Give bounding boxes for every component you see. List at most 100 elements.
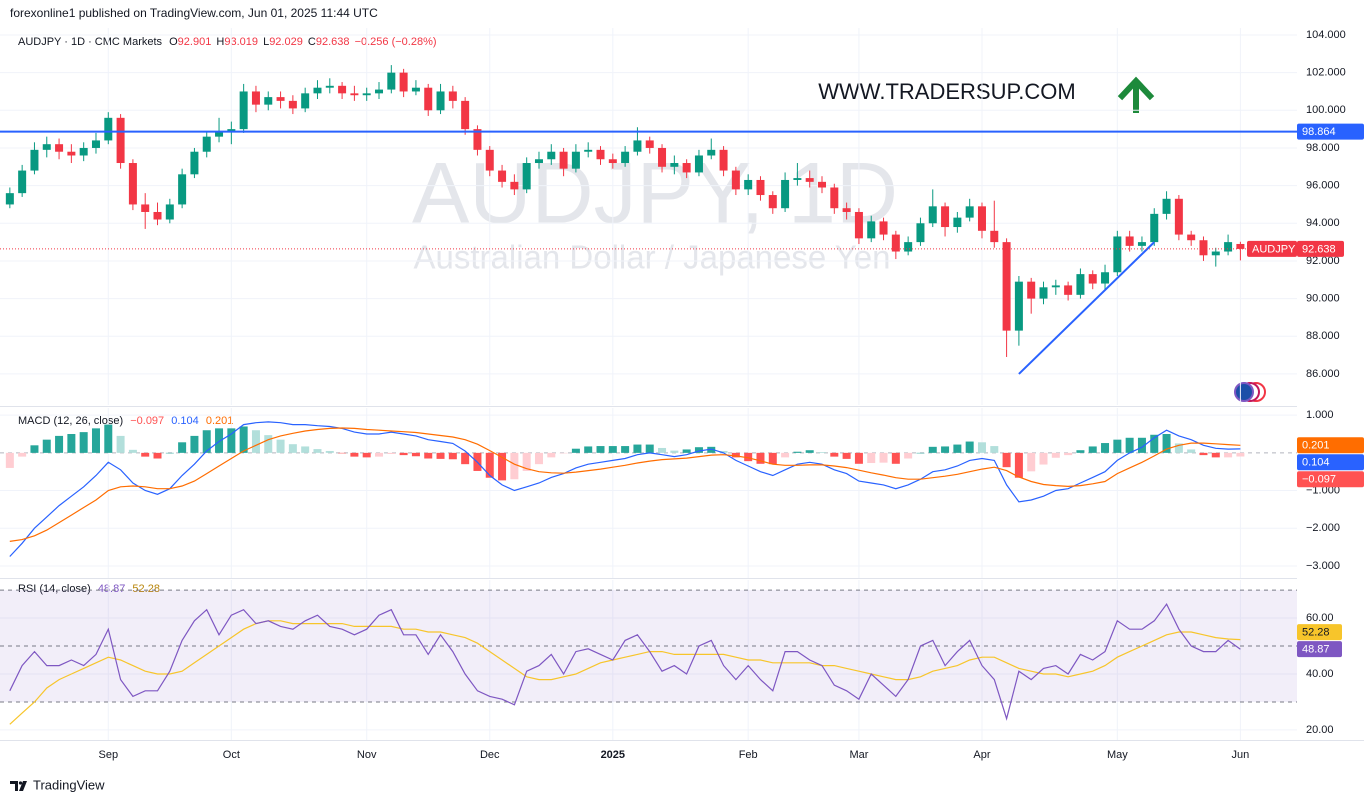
logo [10, 781, 27, 791]
histogram-bar [424, 452, 433, 459]
histogram-bar [682, 449, 691, 453]
axis-label: 48.87 [1302, 644, 1330, 656]
axis-label: 52.28 [1302, 627, 1330, 639]
candle-body [387, 72, 396, 90]
candle-body [1014, 281, 1023, 331]
histogram-bar [941, 446, 950, 453]
open-value: 92.901 [178, 36, 212, 48]
histogram-bar [375, 452, 384, 457]
histogram-bar [165, 452, 174, 454]
candle-body [338, 85, 347, 94]
candle-body [165, 204, 174, 220]
signal-line [9, 427, 1241, 542]
candle-body [891, 234, 900, 252]
histogram-bar [1014, 452, 1023, 478]
x-tick-label: Apr [973, 749, 990, 761]
histogram-bar [1113, 439, 1122, 453]
histogram-bar [1088, 446, 1097, 453]
x-tick-label: Jun [1232, 749, 1250, 761]
candle-body [1162, 198, 1171, 214]
histogram-bar [904, 452, 913, 459]
candle-body [559, 151, 568, 169]
candle-body [1002, 242, 1011, 331]
histogram-bar [608, 446, 617, 453]
rsi-legend: RSI (14, close) 48.87 52.28 [18, 583, 160, 595]
ohlc-letter: O [169, 36, 178, 48]
y-tick-label: 100.000 [1306, 104, 1346, 116]
y-tick-label: 104.000 [1306, 29, 1346, 41]
y-tick-label: 98.000 [1306, 142, 1340, 154]
histogram-bar [990, 446, 999, 453]
candle-body [55, 144, 64, 152]
logo [18, 781, 23, 785]
histogram-bar [104, 424, 113, 453]
histogram-bar [485, 452, 494, 478]
change-percent: (−0.28%) [392, 36, 437, 48]
candle-body [744, 179, 753, 190]
candle-body [793, 178, 802, 180]
histogram-bar [793, 451, 802, 453]
histogram-bar [658, 447, 667, 453]
y-tick-label: 86.000 [1306, 368, 1340, 380]
macd-title: MACD (12, 26, close) [18, 415, 123, 427]
histogram-bar [842, 452, 851, 459]
candle-body [1199, 240, 1208, 256]
histogram-bar [916, 452, 925, 454]
candle-body [1125, 236, 1134, 246]
histogram-bar [719, 450, 728, 453]
histogram-bar [1125, 437, 1134, 453]
histogram-bar [42, 439, 51, 453]
signal-last: 0.201 [206, 415, 234, 427]
candle-body [854, 211, 863, 239]
trendline [1018, 241, 1155, 375]
histogram-bar [854, 452, 863, 464]
histogram-bar [768, 452, 777, 465]
y-tick-label: 96.000 [1306, 180, 1340, 192]
histogram-bar [128, 449, 137, 453]
rsi-last: 48.87 [98, 583, 126, 595]
candle-body [18, 170, 27, 194]
candle-body [350, 93, 359, 96]
histogram-bar [818, 452, 827, 453]
histogram-bar [350, 452, 359, 457]
candle-body [842, 208, 851, 212]
histogram-bar [965, 441, 974, 453]
candle-body [1064, 285, 1073, 295]
ohlc-letter: H [216, 36, 224, 48]
x-tick-label: Feb [739, 749, 758, 761]
candle-body [707, 149, 716, 156]
candle-body [301, 93, 310, 109]
axis-label: 0.104 [1302, 457, 1330, 469]
candle-body [781, 179, 790, 209]
histogram-bar [276, 439, 285, 453]
histogram-bar [1002, 452, 1011, 468]
histogram-bar [1027, 452, 1036, 472]
watermark: AUDJPY, 1D [412, 146, 898, 242]
candle-body [30, 149, 39, 171]
y-tick-label: 60.00 [1306, 612, 1334, 624]
candle-body [547, 151, 556, 160]
candle-body [116, 117, 125, 164]
histogram-bar [584, 446, 593, 453]
histogram-bar [1051, 452, 1060, 458]
histogram-bar [338, 452, 347, 454]
candle-body [608, 159, 617, 164]
candle-body [67, 151, 76, 156]
rsi-line [9, 602, 1241, 721]
candle-body [768, 195, 777, 209]
candle-body [79, 147, 88, 156]
axis-label: 0.201 [1302, 440, 1330, 452]
candle-body [128, 163, 137, 205]
candle-body [510, 181, 519, 190]
candle-body [953, 217, 962, 228]
candle-body [584, 149, 593, 152]
candle-body [756, 179, 765, 196]
candle-body [670, 163, 679, 167]
histogram-bar [830, 452, 839, 457]
histogram-bar [547, 452, 556, 458]
symbol-title: AUDJPY · 1D · CMC Markets [18, 36, 163, 48]
histogram-bar [264, 435, 273, 453]
histogram-bar [79, 432, 88, 453]
candle-body [658, 147, 667, 167]
